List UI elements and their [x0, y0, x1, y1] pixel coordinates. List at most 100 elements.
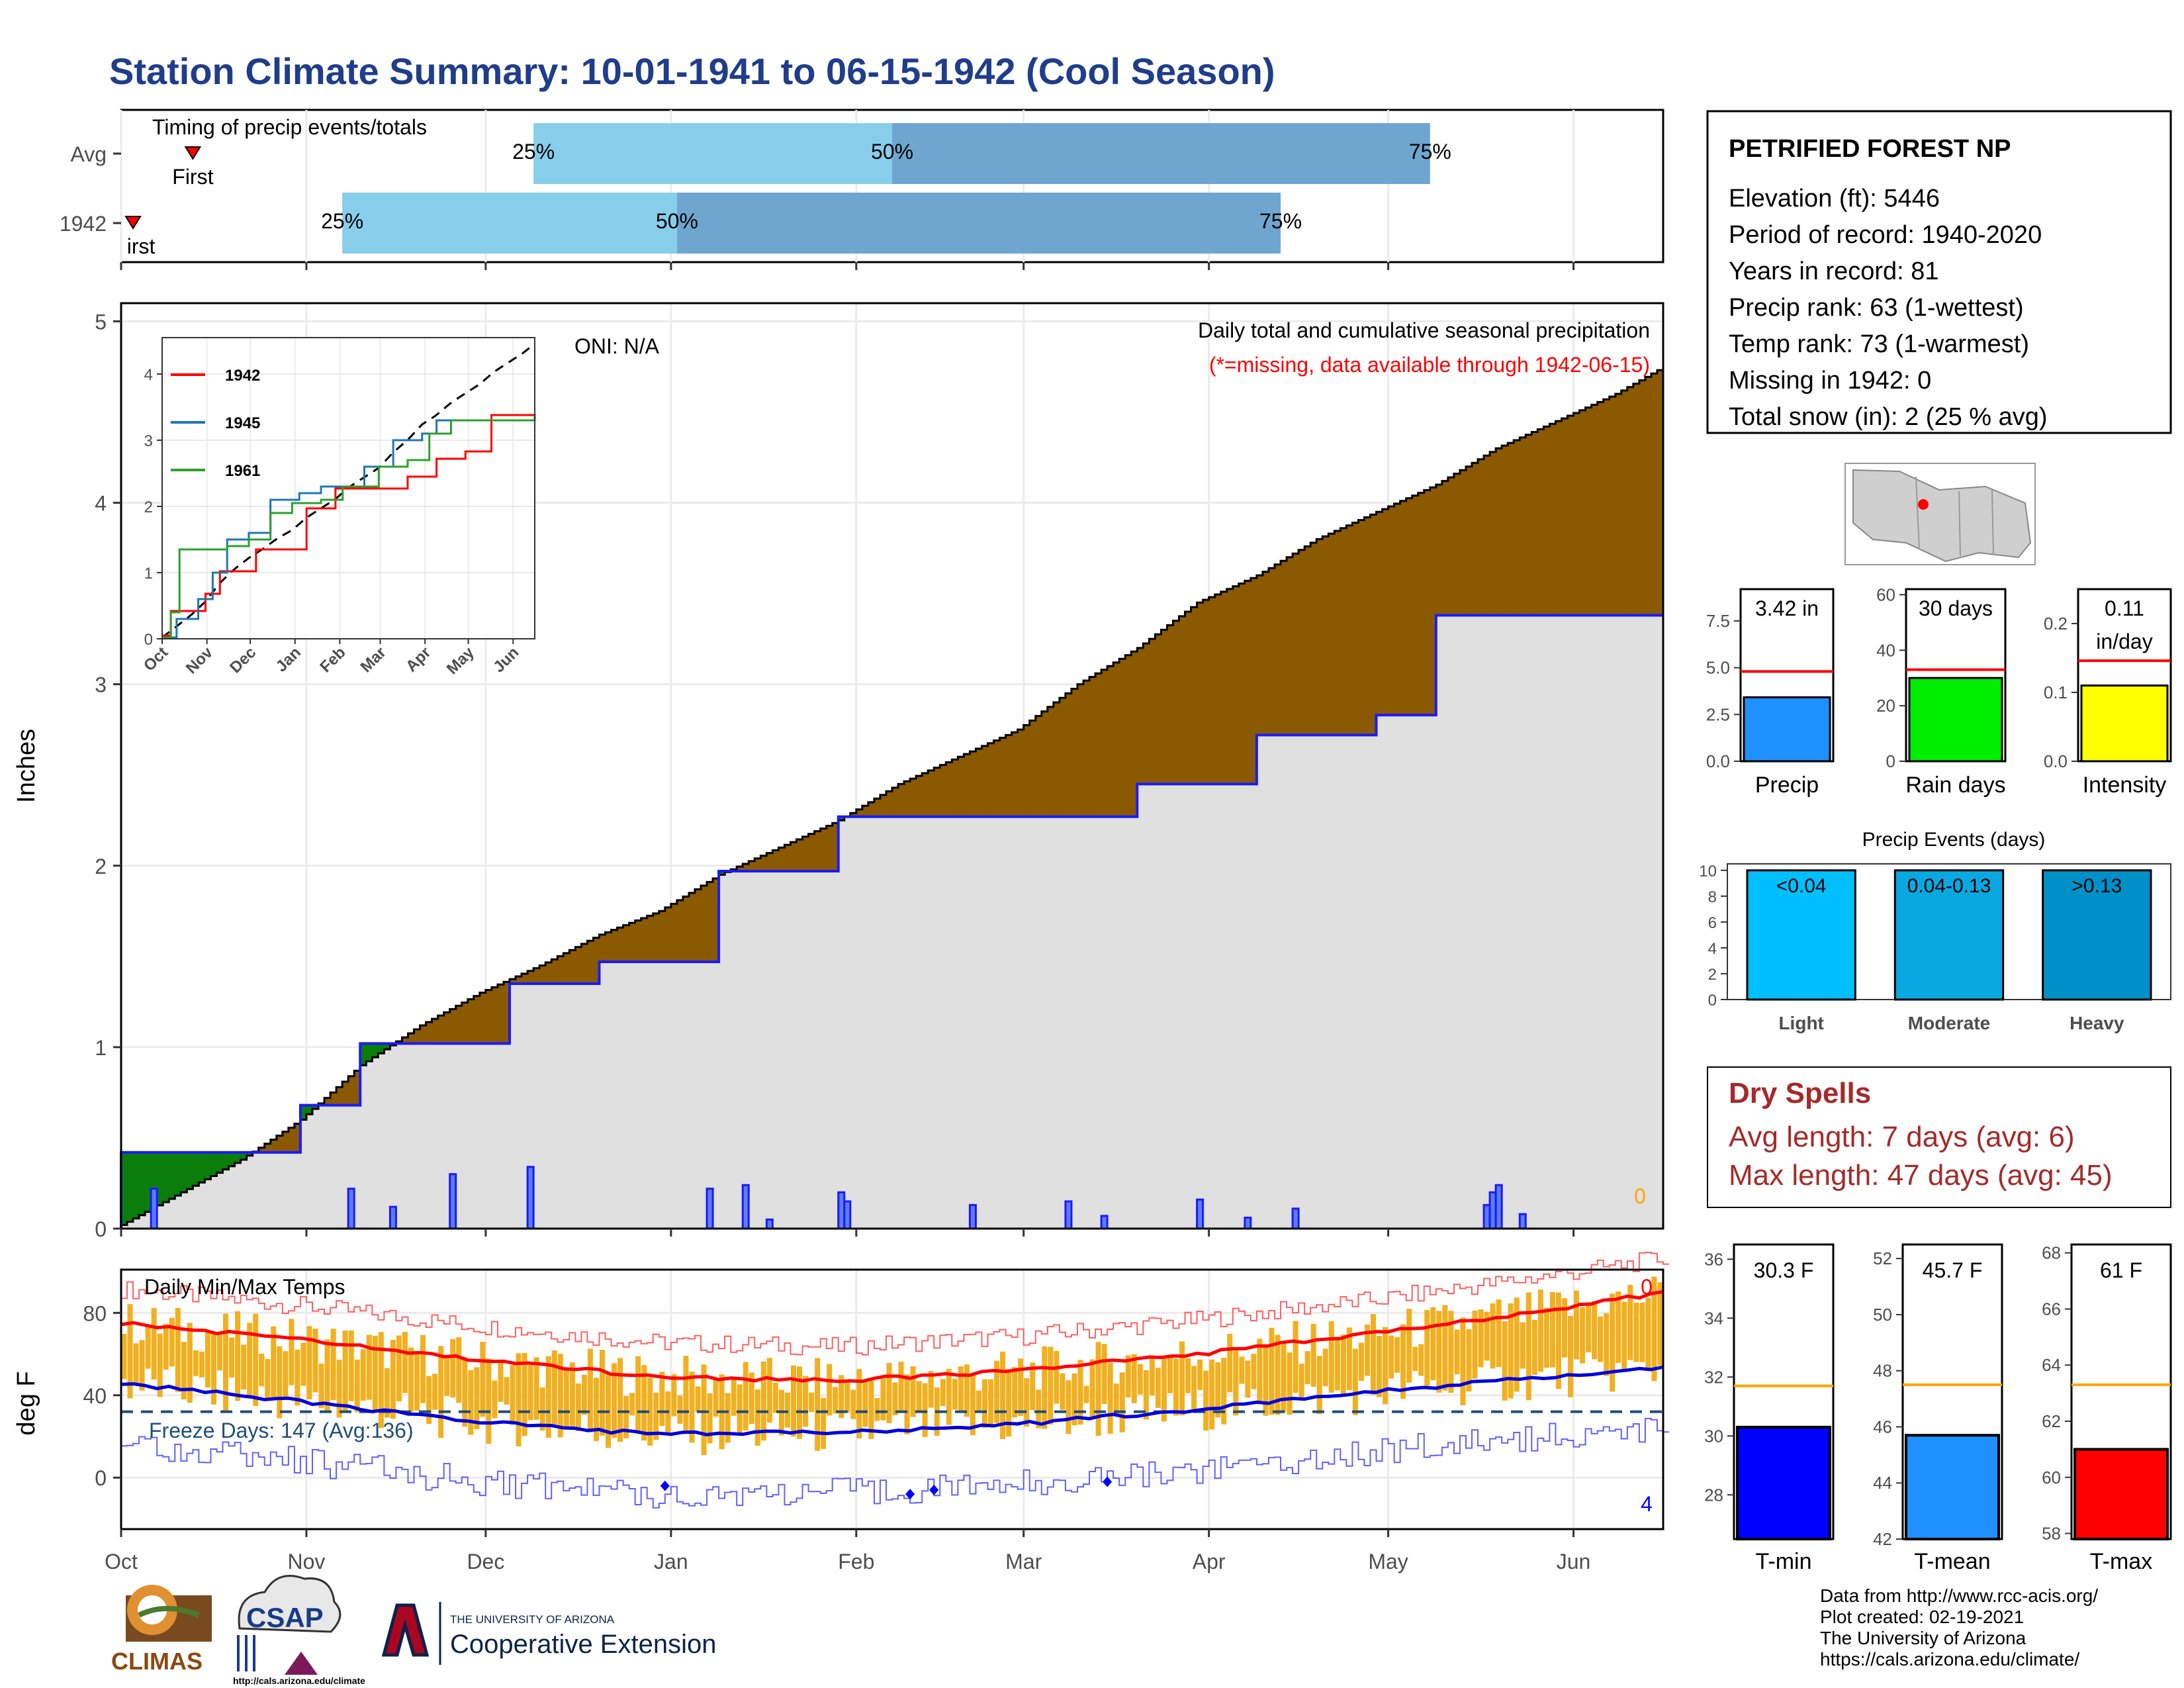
daily-temp-bar — [533, 1357, 539, 1420]
timing-first-marker — [184, 146, 202, 160]
daily-temp-bar — [210, 1333, 216, 1405]
precip-average-line — [121, 366, 1664, 1227]
credit-line: Plot created: 02-19-2021 — [1820, 1607, 2024, 1627]
map-region — [1852, 469, 2032, 563]
daily-temp-bar — [587, 1348, 593, 1433]
events-ytick-label: 4 — [1708, 940, 1717, 958]
daily-temp-bar — [1251, 1354, 1257, 1389]
daily-temp-bar — [898, 1361, 904, 1413]
mini-bar-ytick-label: 0.2 — [2044, 614, 2068, 633]
daily-temp-bar — [1095, 1342, 1101, 1436]
daily-temp-bar — [749, 1372, 754, 1425]
daily-temp-bar — [1239, 1356, 1245, 1384]
daily-temp-bar — [880, 1378, 886, 1421]
mini-bar-ytick-label: 7.5 — [1706, 611, 1730, 631]
daily-temp-bar — [396, 1335, 402, 1401]
daily-temp-bar — [743, 1362, 749, 1430]
month-label-jan: Jan — [654, 1550, 688, 1573]
daily-temp-bar — [1370, 1314, 1377, 1395]
daily-temp-bar — [689, 1372, 695, 1443]
freeze-days-label: Freeze Days: 147 (Avg:136) — [149, 1419, 414, 1442]
avg-max-line — [120, 1289, 1664, 1383]
inset-ytick-label: 0 — [144, 631, 153, 649]
mini-bar-ytick-label: 20 — [1876, 696, 1895, 716]
daily-temp-bar — [928, 1371, 934, 1408]
daily-temp-bar — [1334, 1340, 1340, 1391]
timing-label-q25: 25% — [512, 140, 555, 164]
events-bar-light — [1746, 869, 1856, 1001]
daily-temp-bar — [271, 1326, 277, 1399]
record-max-line — [121, 1252, 1670, 1356]
events-ytick-label: 10 — [1699, 863, 1717, 880]
mini-bar-ytick-label: 5.0 — [1706, 658, 1730, 678]
daily-temp-bar — [976, 1390, 981, 1411]
temp-bar-ytick-label: 66 — [2042, 1299, 2061, 1319]
daily-temp-bar — [653, 1392, 659, 1440]
daily-temp-bar — [384, 1368, 390, 1418]
daily-temp-bar — [1424, 1309, 1430, 1386]
month-label-may: May — [1368, 1550, 1408, 1573]
daily-temp-bar — [510, 1365, 516, 1425]
daily-temp-bar — [617, 1358, 623, 1442]
daily-temp-bar — [1436, 1311, 1442, 1393]
daily-temp-bar — [1388, 1335, 1394, 1379]
daily-temp-bar — [1574, 1290, 1580, 1360]
daily-temp-bar — [766, 1358, 772, 1423]
daily-temp-bar — [1287, 1352, 1293, 1415]
daily-temp-bar — [432, 1374, 438, 1410]
station-info-line: Elevation (ft): 5446 — [1729, 185, 1940, 212]
temp-bar-ytick-label: 28 — [1704, 1485, 1723, 1505]
daily-temp-bar — [1060, 1373, 1066, 1410]
daily-temp-bar — [241, 1344, 247, 1390]
csap-logo-url: http://cals.arizona.edu/climate — [233, 1675, 365, 1686]
daily-temp-bar — [426, 1376, 432, 1425]
daily-temp-bar — [1119, 1372, 1125, 1432]
daily-temp-bar — [133, 1343, 139, 1383]
daily-temp-bar — [1018, 1358, 1024, 1416]
daily-temp-bar — [1549, 1291, 1555, 1368]
daily-temp-bar — [599, 1350, 606, 1436]
daily-temp-bar — [486, 1358, 492, 1444]
daily-temp-bar — [348, 1330, 354, 1401]
daily-temp-bar — [551, 1350, 557, 1426]
daily-temp-bar — [868, 1379, 874, 1439]
precip-ytick-label: 2 — [95, 855, 107, 878]
daily-temp-bar — [737, 1384, 743, 1436]
daily-precip-bar — [449, 1173, 457, 1230]
inset-ytick-label: 3 — [144, 432, 153, 450]
record-low-marker — [1103, 1476, 1113, 1487]
inset-ytick-label: 1 — [144, 565, 153, 583]
daily-temp-bar — [1006, 1369, 1012, 1437]
timing-label-q75: 75% — [1259, 209, 1302, 233]
daily-temp-bar — [259, 1353, 265, 1387]
daily-precip-bar — [843, 1200, 852, 1230]
daily-temp-bar — [300, 1342, 306, 1386]
daily-temp-bar — [910, 1366, 916, 1417]
daily-temp-bar — [784, 1392, 790, 1428]
daily-temp-bar — [1543, 1307, 1549, 1368]
station-info-line: Years in record: 81 — [1729, 258, 1939, 285]
daily-temp-bar — [127, 1304, 133, 1399]
daily-temp-bar — [1101, 1344, 1107, 1405]
daily-temp-bar — [193, 1350, 199, 1376]
daily-temp-bar — [1537, 1289, 1543, 1372]
daily-temp-bar — [1520, 1322, 1525, 1369]
daily-temp-bar — [1179, 1341, 1185, 1415]
daily-temp-bar — [1418, 1344, 1424, 1376]
daily-temp-bar — [790, 1365, 797, 1437]
daily-temp-bar — [277, 1346, 283, 1419]
station-info-line: Missing in 1942: 0 — [1729, 367, 1931, 395]
daily-temp-bar — [330, 1329, 336, 1401]
daily-temp-bar — [1107, 1362, 1113, 1434]
climas-logo-text: CLIMAS — [111, 1648, 203, 1675]
month-label-nov: Nov — [288, 1550, 326, 1573]
mini-bar-ytick-label: 0.1 — [2044, 682, 2068, 702]
temp-bar-ytick-label: 48 — [1873, 1361, 1892, 1381]
timing-label-q25: 25% — [321, 209, 363, 233]
daily-temp-bar — [970, 1374, 976, 1436]
daily-temp-bar — [1042, 1346, 1048, 1429]
precip-events-chart: Precip Events (days) 0 2 4 6 8 10 <0.04 Light 0.0… — [1699, 829, 2171, 1033]
daily-precip-bar — [1518, 1213, 1527, 1230]
month-label-jun: Jun — [1557, 1550, 1591, 1573]
daily-temp-bar — [958, 1366, 964, 1411]
